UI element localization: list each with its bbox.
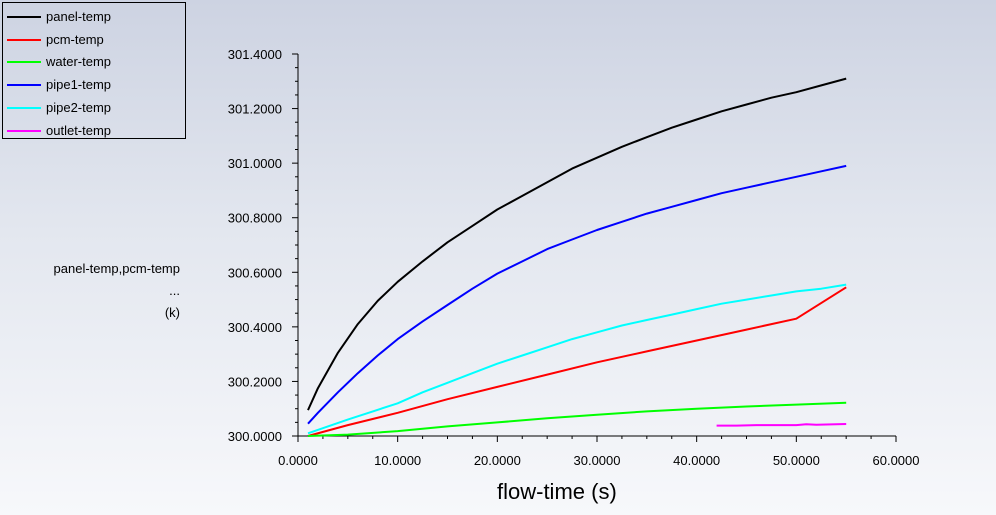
series-line-pcm-temp bbox=[307, 286, 847, 437]
legend-label: panel-temp bbox=[46, 9, 112, 24]
y-tick-label: 300.0000 bbox=[228, 429, 282, 444]
series-line-pipe1-temp bbox=[307, 164, 847, 425]
y-axis-label-line2: ... bbox=[169, 283, 180, 298]
legend-label: water-temp bbox=[46, 54, 112, 70]
legend-label: pipe2-temp bbox=[46, 99, 112, 115]
y-tick-label: 300.4000 bbox=[228, 320, 282, 335]
chart-legend: panel-temp pcm-temp water-temp pipe1-temp pi… bbox=[2, 2, 186, 139]
legend-swatch bbox=[7, 129, 41, 132]
x-tick-label: 0.0000 bbox=[278, 453, 318, 468]
legend-item-pipe1-temp: pipe1-temp bbox=[7, 75, 182, 93]
x-axis-label: flow-time (s) bbox=[497, 479, 617, 504]
y-tick-label: 300.6000 bbox=[228, 265, 282, 280]
legend-item-water-temp: water-temp bbox=[7, 52, 182, 70]
y-tick-label: 301.0000 bbox=[228, 156, 282, 171]
legend-swatch bbox=[7, 106, 41, 109]
y-tick-label: 301.2000 bbox=[228, 102, 282, 117]
legend-label: outlet-temp bbox=[46, 122, 112, 138]
legend-item-panel-temp: panel-temp bbox=[7, 7, 182, 25]
y-axis-label-line3: (k) bbox=[164, 305, 180, 320]
legend-item-outlet-temp: outlet-temp bbox=[7, 121, 182, 139]
series-line-water-temp bbox=[307, 401, 847, 437]
y-tick-label: 300.2000 bbox=[228, 374, 282, 389]
legend-swatch bbox=[7, 61, 41, 64]
legend-swatch bbox=[7, 38, 41, 41]
x-tick-label: 40.0000 bbox=[673, 453, 720, 468]
legend-label: pipe1-temp bbox=[46, 77, 112, 93]
series-line-outlet-temp bbox=[716, 423, 847, 427]
series-line-panel-temp bbox=[307, 77, 847, 411]
y-tick-label: 301.4000 bbox=[228, 47, 282, 62]
legend-label: pcm-temp bbox=[46, 31, 104, 47]
legend-item-pcm-temp: pcm-temp bbox=[7, 30, 182, 48]
x-tick-label: 20.0000 bbox=[474, 453, 521, 468]
x-tick-label: 50.0000 bbox=[773, 453, 820, 468]
legend-swatch bbox=[7, 84, 41, 87]
x-tick-label: 60.0000 bbox=[873, 453, 920, 468]
legend-item-pipe2-temp: pipe2-temp bbox=[7, 98, 182, 116]
x-tick-label: 10.0000 bbox=[374, 453, 421, 468]
legend-swatch bbox=[7, 16, 41, 18]
y-axis-label-line1: panel-temp,pcm-temp bbox=[53, 261, 180, 276]
x-tick-label: 30.0000 bbox=[574, 453, 621, 468]
series-line-pipe2-temp bbox=[307, 283, 847, 435]
y-tick-label: 300.8000 bbox=[228, 211, 282, 226]
